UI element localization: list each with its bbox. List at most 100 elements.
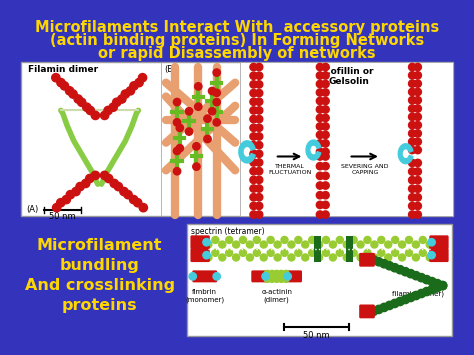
Circle shape <box>173 147 181 155</box>
Text: bundling: bundling <box>60 258 139 273</box>
Circle shape <box>405 236 412 244</box>
Circle shape <box>112 98 121 106</box>
Circle shape <box>213 119 220 126</box>
Circle shape <box>109 103 118 111</box>
Circle shape <box>407 269 415 278</box>
Circle shape <box>391 299 399 308</box>
Circle shape <box>255 81 263 88</box>
Circle shape <box>281 236 288 244</box>
Circle shape <box>255 72 263 80</box>
Circle shape <box>295 249 302 256</box>
Circle shape <box>316 201 324 209</box>
Circle shape <box>322 153 329 160</box>
Circle shape <box>255 107 263 114</box>
Circle shape <box>428 239 435 246</box>
Circle shape <box>322 211 329 218</box>
Circle shape <box>176 144 183 152</box>
Circle shape <box>412 241 419 248</box>
Circle shape <box>337 249 343 256</box>
Circle shape <box>428 251 435 259</box>
Circle shape <box>428 285 436 294</box>
Circle shape <box>438 282 447 290</box>
Circle shape <box>130 82 138 90</box>
Circle shape <box>422 288 431 296</box>
Circle shape <box>78 98 86 106</box>
Circle shape <box>316 153 324 160</box>
Circle shape <box>409 72 416 79</box>
Circle shape <box>385 262 393 270</box>
Circle shape <box>255 159 263 166</box>
Circle shape <box>414 63 421 71</box>
Text: (B): (B) <box>164 65 176 74</box>
Circle shape <box>322 114 329 122</box>
Circle shape <box>380 260 388 268</box>
Circle shape <box>65 87 74 95</box>
Text: THERMAL
FLUCTUATION: THERMAL FLUCTUATION <box>268 164 311 175</box>
Text: 50 nm: 50 nm <box>303 331 329 340</box>
Circle shape <box>414 138 421 146</box>
Circle shape <box>378 236 385 244</box>
Circle shape <box>255 115 263 123</box>
Polygon shape <box>306 140 321 160</box>
Circle shape <box>357 254 364 261</box>
Circle shape <box>309 249 316 256</box>
Circle shape <box>273 271 280 277</box>
Circle shape <box>316 114 324 122</box>
Circle shape <box>60 82 69 90</box>
Circle shape <box>255 211 263 218</box>
Circle shape <box>302 254 309 261</box>
Circle shape <box>409 80 416 87</box>
Text: Cofillin or
Gelsolin: Cofillin or Gelsolin <box>324 67 374 86</box>
Circle shape <box>239 236 246 244</box>
Circle shape <box>76 182 84 191</box>
Circle shape <box>239 249 246 256</box>
Circle shape <box>409 105 416 112</box>
FancyBboxPatch shape <box>359 305 375 318</box>
Text: SEVERING AND
CAPPING: SEVERING AND CAPPING <box>341 164 389 175</box>
Circle shape <box>129 196 138 204</box>
Circle shape <box>250 107 257 114</box>
Circle shape <box>322 72 329 79</box>
FancyBboxPatch shape <box>286 271 302 282</box>
Circle shape <box>255 150 263 158</box>
Circle shape <box>371 241 378 248</box>
Circle shape <box>409 88 416 95</box>
Circle shape <box>364 236 371 244</box>
Circle shape <box>316 106 324 113</box>
Circle shape <box>409 146 416 154</box>
Circle shape <box>316 72 324 79</box>
Circle shape <box>274 254 281 261</box>
Circle shape <box>52 73 60 82</box>
Circle shape <box>426 254 433 261</box>
Circle shape <box>316 192 324 199</box>
Circle shape <box>250 211 257 218</box>
Circle shape <box>409 176 416 184</box>
Circle shape <box>250 124 257 131</box>
Circle shape <box>255 168 263 175</box>
Circle shape <box>255 202 263 209</box>
Circle shape <box>316 182 324 189</box>
Circle shape <box>204 115 211 122</box>
Text: And crosslinking: And crosslinking <box>25 278 174 293</box>
Circle shape <box>205 241 212 248</box>
FancyBboxPatch shape <box>240 61 453 217</box>
Circle shape <box>138 73 146 82</box>
Circle shape <box>369 256 378 264</box>
Circle shape <box>422 275 431 284</box>
Circle shape <box>322 148 329 155</box>
Circle shape <box>409 63 416 71</box>
Circle shape <box>185 108 193 115</box>
Circle shape <box>212 236 219 244</box>
Circle shape <box>250 150 257 158</box>
Circle shape <box>322 97 329 105</box>
Circle shape <box>322 163 329 170</box>
Circle shape <box>209 87 216 95</box>
Circle shape <box>203 239 210 246</box>
Circle shape <box>371 254 378 261</box>
Text: 50 nm: 50 nm <box>49 212 76 221</box>
Circle shape <box>53 203 61 212</box>
Circle shape <box>392 236 399 244</box>
Text: fimbrin
(monomer): fimbrin (monomer) <box>185 289 224 303</box>
Circle shape <box>250 98 257 105</box>
Circle shape <box>419 249 426 256</box>
